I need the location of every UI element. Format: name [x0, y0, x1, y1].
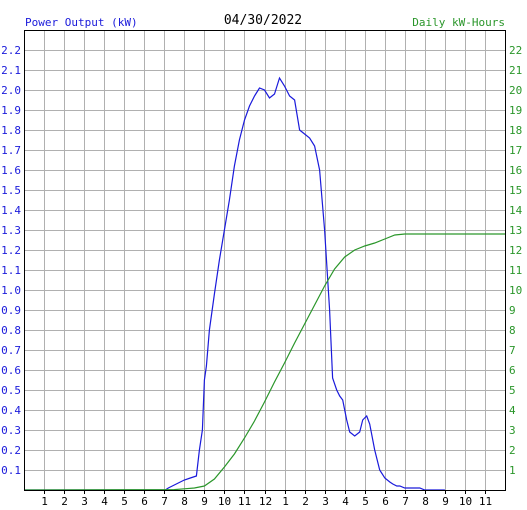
x-tick-label: 3: [81, 495, 88, 508]
right-tick-label: 3: [509, 424, 516, 437]
left-tick-label: 1.5: [1, 184, 21, 197]
left-tick-label: 0.4: [1, 404, 21, 417]
x-tick-label: 5: [362, 495, 369, 508]
right-tick-label: 16: [509, 164, 522, 177]
left-tick-label: 0.3: [1, 424, 21, 437]
x-tick-label: 8: [181, 495, 188, 508]
x-tick-label: 2: [302, 495, 309, 508]
x-tick-label: 11: [479, 495, 492, 508]
x-tick-label: 10: [218, 495, 231, 508]
right-tick-label: 22: [509, 44, 522, 57]
daily-kwh-line: [23, 233, 505, 491]
x-tick-label: 3: [322, 495, 329, 508]
right-tick-label: 2: [509, 444, 516, 457]
x-tick-label: 1: [41, 495, 48, 508]
right-tick-label: 5: [509, 384, 516, 397]
axis-layer: [24, 30, 506, 494]
left-tick-label: 1.7: [1, 144, 21, 157]
x-tick-label: 11: [238, 495, 251, 508]
left-tick-label: 2.1: [1, 64, 21, 77]
right-tick-label: 10: [509, 284, 522, 297]
x-tick-label: 12: [259, 495, 272, 508]
left-tick-label: 0.7: [1, 344, 21, 357]
right-tick-label: 1: [509, 464, 516, 477]
left-tick-label: 1.1: [1, 264, 21, 277]
left-tick-label: 0.2: [1, 444, 21, 457]
right-tick-label: 18: [509, 124, 522, 137]
right-tick-label: 6: [509, 364, 516, 377]
left-tick-label: 1.9: [1, 104, 21, 117]
left-tick-label: 2.2: [1, 44, 21, 57]
left-tick-label: 2.0: [1, 84, 21, 97]
left-tick-label: 0.8: [1, 324, 21, 337]
left-axis-title: Power Output (kW): [25, 16, 138, 29]
x-tick-label: 6: [141, 495, 148, 508]
right-axis-title: Daily kW-Hours: [412, 16, 505, 29]
left-tick-label: 0.6: [1, 364, 21, 377]
right-tick-label: 17: [509, 144, 522, 157]
x-tick-label: 9: [442, 495, 449, 508]
label-layer: 1 2 3 4 5 6 7 8 9 10 11 12 1 2 3 4 5 6 7 8 9 10 110.10.20.30.4…: [1, 44, 522, 508]
left-tick-label: 1.4: [1, 204, 21, 217]
x-tick-label: 2: [61, 495, 68, 508]
chart-title: 04/30/2022: [224, 13, 302, 28]
left-tick-label: 1.2: [1, 244, 21, 257]
x-tick-label: 9: [201, 495, 208, 508]
right-tick-label: 4: [509, 404, 516, 417]
right-tick-label: 14: [509, 204, 523, 217]
x-tick-label: 7: [161, 495, 168, 508]
left-tick-label: 1.8: [1, 124, 21, 137]
right-tick-label: 19: [509, 104, 522, 117]
x-tick-label: 4: [342, 495, 349, 508]
left-tick-label: 0.1: [1, 464, 21, 477]
left-tick-label: 1.6: [1, 164, 21, 177]
right-tick-label: 9: [509, 304, 516, 317]
right-tick-label: 13: [509, 224, 522, 237]
x-tick-label: 10: [459, 495, 472, 508]
left-tick-label: 0.9: [1, 304, 21, 317]
left-tick-label: 1.3: [1, 224, 21, 237]
x-tick-label: 6: [382, 495, 389, 508]
right-tick-label: 7: [509, 344, 516, 357]
right-tick-label: 21: [509, 64, 522, 77]
x-tick-label: 1: [282, 495, 289, 508]
right-tick-label: 20: [509, 84, 522, 97]
right-tick-label: 11: [509, 264, 522, 277]
left-tick-label: 1.0: [1, 284, 21, 297]
right-tick-label: 12: [509, 244, 522, 257]
series-layer: [23, 76, 505, 491]
x-tick-label: 8: [422, 495, 429, 508]
x-tick-label: 5: [121, 495, 128, 508]
grid-layer: [24, 30, 505, 490]
right-tick-label: 15: [509, 184, 522, 197]
right-tick-label: 8: [509, 324, 516, 337]
x-tick-label: 7: [402, 495, 409, 508]
left-tick-label: 0.5: [1, 384, 21, 397]
x-tick-label: 4: [101, 495, 108, 508]
power-output-line: [24, 76, 445, 491]
